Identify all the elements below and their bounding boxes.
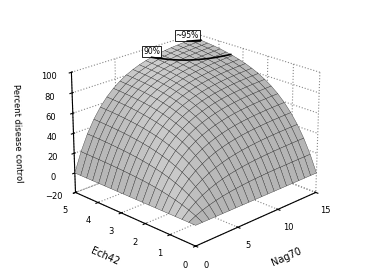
X-axis label: Nag70: Nag70	[270, 246, 303, 268]
Y-axis label: Ech42: Ech42	[89, 246, 121, 267]
